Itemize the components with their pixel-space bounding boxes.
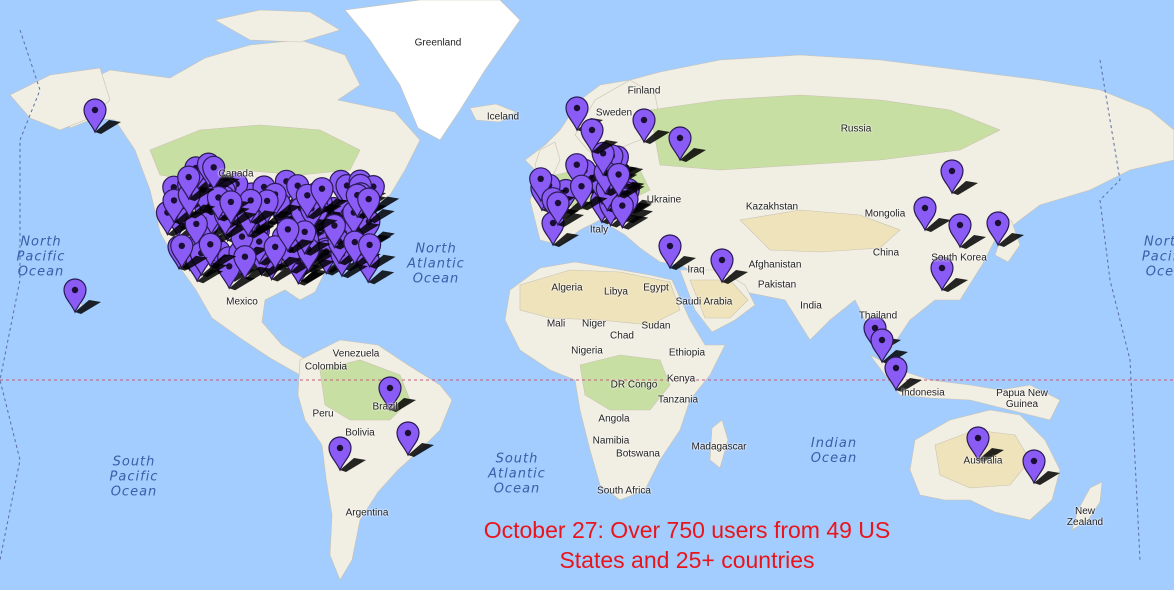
ocean-label-north-pacific-east: NortPacifOce xyxy=(1141,234,1174,280)
ocean-label-north-atlantic: North Atlantic Ocean xyxy=(407,241,465,287)
caption-line-2: States and 25+ countries xyxy=(559,547,815,573)
label-afghanistan: Afghanistan xyxy=(748,259,802,271)
label-bolivia: Bolivia xyxy=(345,427,375,439)
land-iceland xyxy=(469,103,517,123)
label-india: India xyxy=(800,300,822,312)
ocean-label-south-pacific: South Pacific Ocean xyxy=(109,454,159,500)
label-sweden: Sweden xyxy=(595,107,633,119)
forest-russia xyxy=(649,94,1001,171)
label-australia: Australia xyxy=(963,455,1003,467)
label-italy: Italy xyxy=(589,224,609,236)
label-kazakhstan: Kazakhstan xyxy=(745,201,799,213)
label-niger: Niger xyxy=(582,318,606,330)
label-mongolia: Mongolia xyxy=(864,208,906,220)
label-ukraine: Ukraine xyxy=(646,194,682,206)
label-south-africa: South Africa xyxy=(597,485,651,497)
desert-sahara xyxy=(519,269,681,326)
label-new-zealand: New Zealand xyxy=(1066,506,1104,528)
label-iraq: Iraq xyxy=(687,264,705,276)
label-tanzania: Tanzania xyxy=(657,394,699,406)
label-angola: Angola xyxy=(598,413,630,425)
label-iceland: Iceland xyxy=(486,111,520,123)
label-botswana: Botswana xyxy=(616,448,660,460)
label-papua-new-guinea: Papua New Guinea xyxy=(996,388,1048,410)
label-china: China xyxy=(872,247,900,259)
label-canada: Canada xyxy=(218,168,254,180)
label-dr-congo: DR Congo xyxy=(610,379,658,391)
ocean-label-indian: Indian Ocean xyxy=(810,436,858,466)
ocean-label-south-atlantic: South Atlantic Ocean xyxy=(488,451,546,497)
label-mali: Mali xyxy=(546,318,566,330)
land-greenland xyxy=(344,0,521,141)
label-nigeria: Nigeria xyxy=(571,345,603,357)
label-pakistan: Pakistan xyxy=(757,279,797,291)
label-egypt: Egypt xyxy=(643,282,669,294)
label-kenya: Kenya xyxy=(666,373,696,385)
land-canada-islands xyxy=(214,9,341,43)
land-madagascar xyxy=(709,419,729,469)
ocean-label-north-pacific: North Pacific Ocean xyxy=(16,234,66,280)
forest-central-africa xyxy=(579,354,671,411)
label-algeria: Algeria xyxy=(551,282,583,294)
dateline-equator-lines xyxy=(0,29,1174,561)
label-namibia: Namibia xyxy=(592,435,630,447)
label-peru: Peru xyxy=(312,408,334,420)
caption-line-1: October 27: Over 750 users from 49 US xyxy=(483,517,891,543)
label-ethiopia: Ethiopia xyxy=(668,347,706,359)
label-mexico: Mexico xyxy=(226,296,258,308)
land-new-zealand xyxy=(1071,481,1103,531)
label-greenland: Greenland xyxy=(414,37,462,49)
label-madagascar: Madagascar xyxy=(691,441,747,453)
label-thailand: Thailand xyxy=(858,310,898,322)
label-argentina: Argentina xyxy=(345,507,389,519)
caption-text: October 27: Over 750 users from 49 US St… xyxy=(427,515,947,575)
label-libya: Libya xyxy=(604,286,628,298)
label-south-korea: South Korea xyxy=(931,252,987,264)
label-brazil: Brazil xyxy=(372,401,398,413)
label-indonesia: Indonesia xyxy=(901,387,945,399)
label-colombia: Colombia xyxy=(304,361,348,373)
label-sudan: Sudan xyxy=(641,320,671,332)
label-finland: Finland xyxy=(627,85,661,97)
label-russia: Russia xyxy=(840,123,872,135)
label-saudi-arabia: Saudi Arabia xyxy=(675,296,733,308)
label-venezuela: Venezuela xyxy=(332,348,380,360)
desert-central-asia xyxy=(739,209,901,253)
label-chad: Chad xyxy=(610,330,634,342)
